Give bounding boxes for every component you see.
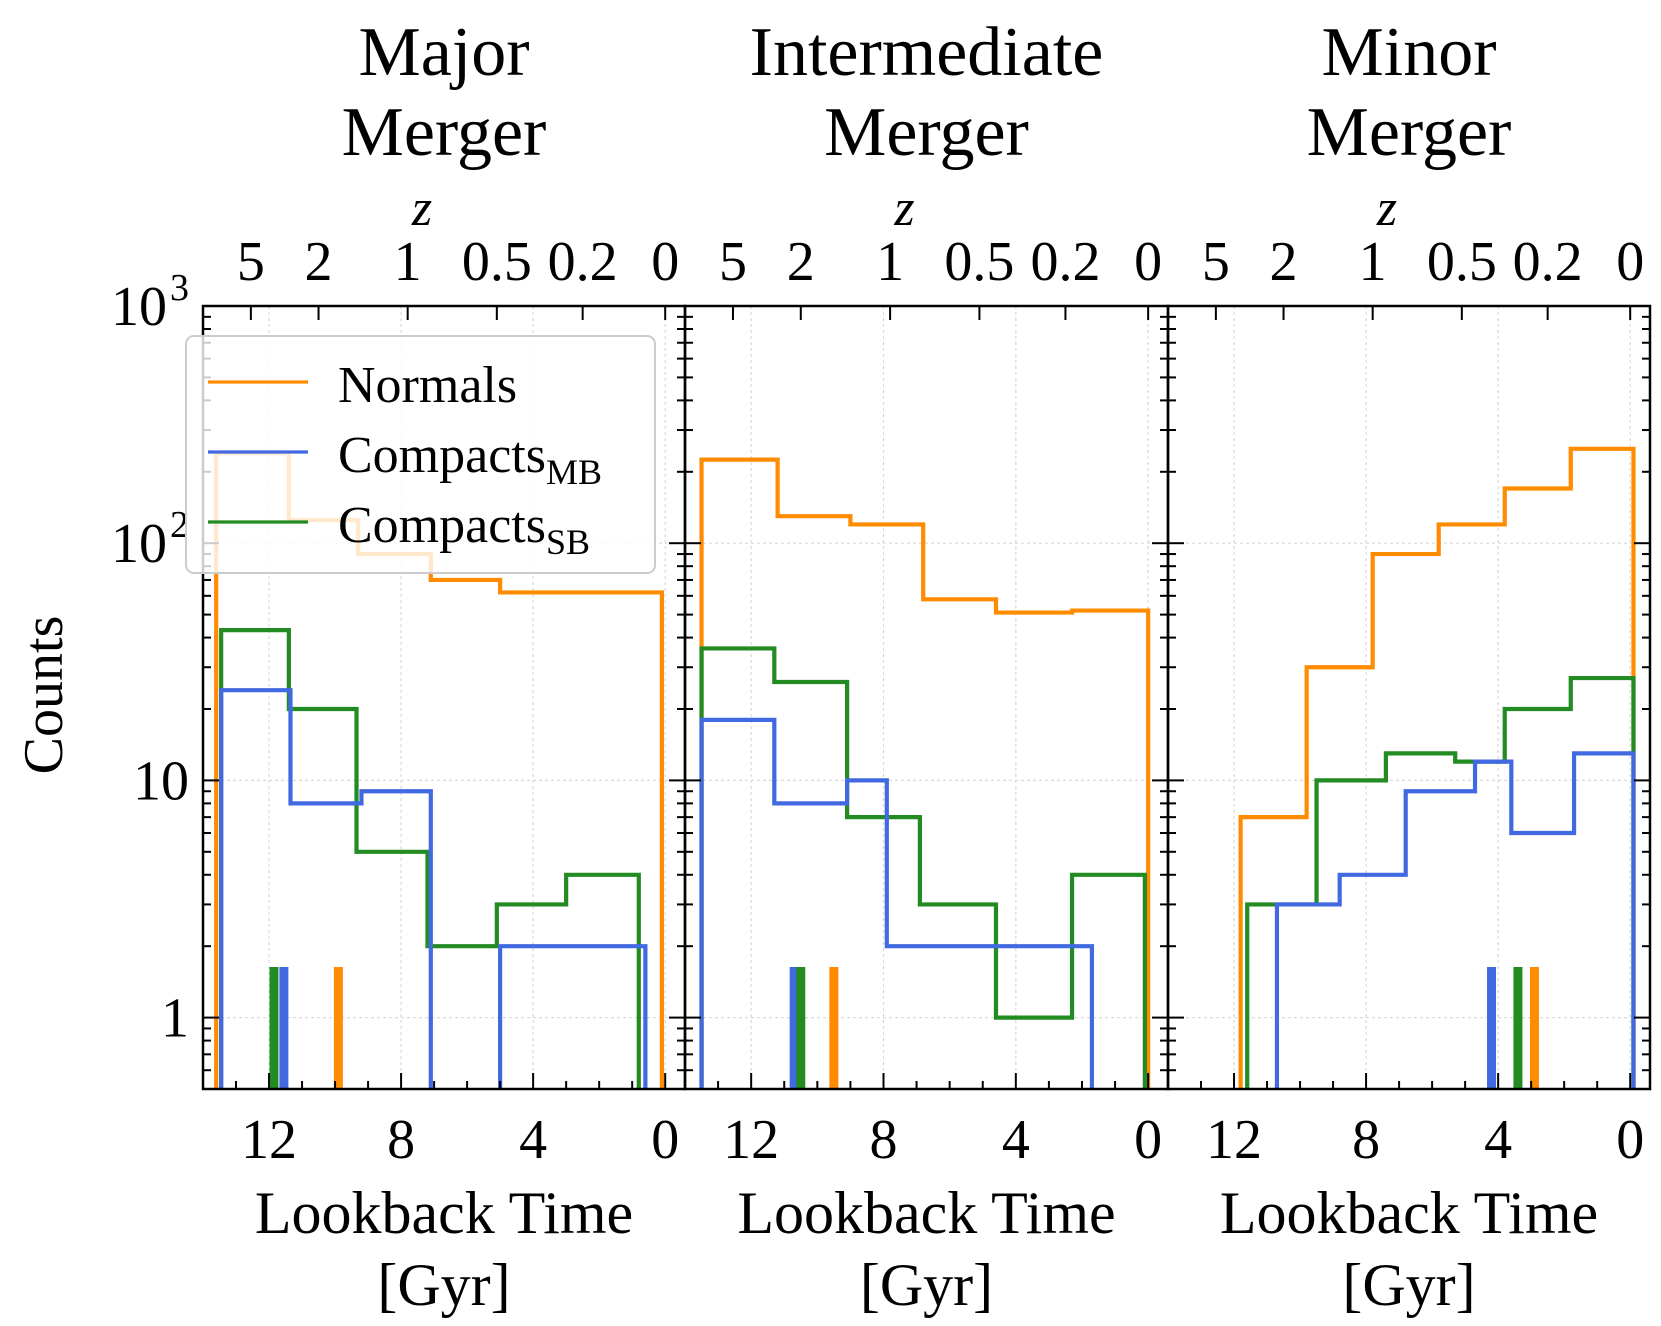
y-tick-label: 10	[111, 513, 167, 575]
x-tick-label: 4	[519, 1109, 547, 1171]
legend-subscript: MB	[546, 452, 602, 492]
x-tick-label: 0	[1134, 1109, 1162, 1171]
y-tick-exponent: 2	[170, 504, 189, 546]
median-marker-CompactsMB	[789, 967, 799, 1089]
z-tick-label: 1	[1359, 231, 1387, 293]
y-tick-label: 10	[133, 750, 189, 812]
median-marker-CompactsSB	[796, 967, 806, 1089]
legend-subscript: SB	[546, 522, 590, 562]
x-tick-label: 0	[651, 1109, 679, 1171]
x-tick-label: 0	[1616, 1109, 1644, 1171]
x-axis-label-line2: [Gyr]	[1342, 1252, 1475, 1318]
y-tick-label: 1	[161, 988, 189, 1050]
x-tick-label: 12	[723, 1109, 779, 1171]
x-tick-label: 4	[1484, 1109, 1512, 1171]
z-tick-label: 0	[1134, 231, 1162, 293]
median-marker-CompactsMB	[1487, 967, 1497, 1089]
median-marker-Normals	[333, 967, 343, 1089]
z-tick-label: 0.5	[462, 231, 532, 293]
x-tick-label: 8	[387, 1109, 415, 1171]
z-tick-label: 5	[237, 231, 265, 293]
median-marker-Normals	[1529, 967, 1539, 1089]
top-axis-label: z	[411, 180, 432, 237]
histogram-CompactsMB	[699, 717, 1095, 1089]
ticks	[685, 305, 1168, 1090]
z-tick-label: 0.5	[944, 231, 1014, 293]
y-tick-label: 10	[111, 276, 167, 338]
z-tick-label: 1	[394, 231, 422, 293]
ticks	[203, 305, 685, 1090]
panel-title-line1: Major	[358, 14, 529, 91]
histogram-Normals	[699, 457, 1151, 1089]
panel-title-line2: Merger	[824, 94, 1029, 171]
x-axis-label-line2: [Gyr]	[377, 1252, 510, 1318]
series-group	[1238, 446, 1636, 1089]
histogram-CompactsMB	[219, 688, 648, 1089]
histogram-CompactsSB	[1245, 675, 1636, 1089]
x-tick-label: 12	[241, 1109, 297, 1171]
x-axis-label-line1: Lookback Time	[255, 1180, 633, 1246]
panel-title-line1: Minor	[1322, 14, 1497, 91]
panel-title-line1: Intermediate	[750, 14, 1104, 91]
axes-frame	[1166, 304, 1652, 1091]
histogram-CompactsSB	[699, 646, 1147, 1089]
legend-frame	[185, 335, 656, 574]
z-tick-label: 0.2	[1513, 231, 1583, 293]
x-tick-label: 8	[869, 1109, 897, 1171]
x-axis-label-line1: Lookback Time	[1220, 1180, 1598, 1246]
z-tick-label: 0.5	[1427, 231, 1497, 293]
grid	[685, 305, 1168, 1089]
median-marker-CompactsSB	[269, 967, 279, 1089]
x-tick-label: 8	[1352, 1109, 1380, 1171]
z-tick-label: 2	[305, 231, 333, 293]
x-tick-label: 4	[1002, 1109, 1030, 1171]
histogram-CompactsSB	[219, 628, 641, 1089]
z-tick-label: 1	[876, 231, 904, 293]
axes-frame	[683, 304, 1170, 1091]
top-axis-label: z	[1376, 180, 1397, 237]
z-tick-label: 5	[1202, 231, 1230, 293]
z-tick-label: 2	[1270, 231, 1298, 293]
x-axis-label-line1: Lookback Time	[737, 1180, 1115, 1246]
top-axis-label: z	[893, 180, 914, 237]
panel-title-line2: Merger	[1307, 94, 1512, 171]
z-tick-label: 0.2	[1030, 231, 1100, 293]
histogram-Normals	[1238, 446, 1636, 1089]
median-marker-Normals	[829, 967, 839, 1089]
z-tick-label: 0	[1616, 231, 1644, 293]
histogram-CompactsMB	[1274, 751, 1636, 1089]
y-axis-label: Counts	[13, 616, 75, 775]
panel-title-line2: Merger	[342, 94, 547, 171]
x-axis-label-line2: [Gyr]	[860, 1252, 993, 1318]
legend-label-Normals: Normals	[338, 357, 517, 414]
z-tick-label: 5	[719, 231, 747, 293]
z-tick-label: 2	[787, 231, 815, 293]
median-marker-CompactsMB	[279, 967, 289, 1089]
median-marker-CompactsSB	[1513, 967, 1523, 1089]
x-tick-label: 12	[1206, 1109, 1262, 1171]
ticks	[1168, 305, 1650, 1090]
z-tick-label: 0.2	[548, 231, 618, 293]
z-tick-label: 0	[651, 231, 679, 293]
y-tick-exponent: 3	[170, 267, 189, 309]
series-group	[699, 457, 1151, 1089]
